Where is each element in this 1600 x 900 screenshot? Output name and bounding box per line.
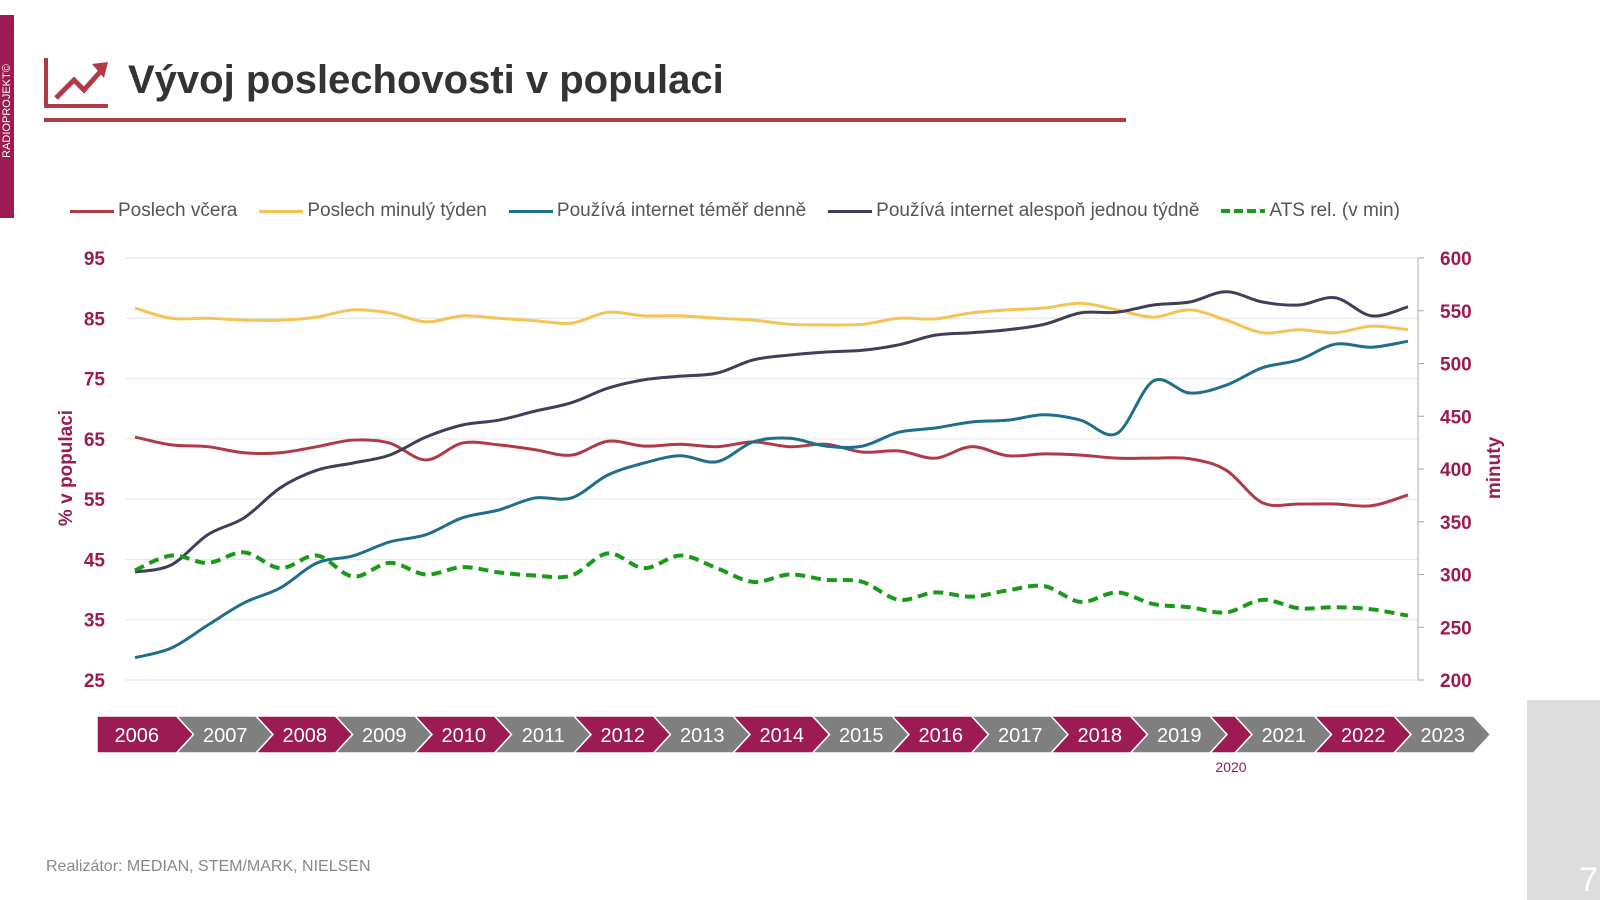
y-tick-label: 65: [84, 430, 106, 451]
legend-item: ATS rel. (v min): [1221, 200, 1400, 222]
brand-bar: RADIOPROJEKT©: [0, 15, 14, 218]
series-line-2: [134, 339, 1409, 660]
timeline-label: 2009: [362, 725, 407, 747]
series-line-1: [134, 301, 1409, 335]
legend-swatch: [508, 209, 553, 213]
y-tick-label: 25: [84, 671, 106, 692]
series-line-4: [134, 550, 1409, 618]
timeline-label: 2014: [760, 725, 805, 747]
series-line-0: [134, 435, 1409, 508]
y-axis-label: % v populaci: [56, 410, 77, 526]
trend-chart-icon: [44, 58, 108, 108]
legend-label: ATS rel. (v min): [1269, 200, 1400, 221]
timeline-label: 2021: [1262, 725, 1307, 747]
legend-label: Používá internet téměř denně: [556, 200, 807, 221]
y2-axis-label: minuty: [1484, 436, 1505, 499]
timeline-label: 2016: [919, 725, 964, 747]
y2-tick-label: 200: [1440, 671, 1472, 692]
legend-label: Poslech včera: [118, 200, 238, 221]
legend-swatch: [70, 209, 114, 213]
title-divider: [44, 118, 1126, 122]
y2-tick-label: 450: [1440, 407, 1472, 428]
y2-tick-label: 300: [1440, 566, 1472, 587]
legend-item: Poslech včera: [70, 200, 237, 222]
y-tick-label: 35: [84, 611, 106, 632]
y2-tick-label: 350: [1440, 513, 1472, 534]
source-note: Realizátor: MEDIAN, STEM/MARK, NIELSEN: [46, 858, 371, 875]
timeline-label: 2006: [115, 725, 160, 747]
timeline-label: 2015: [839, 725, 884, 747]
page-number-box: 7: [1527, 700, 1600, 900]
timeline-label: 2018: [1078, 725, 1123, 747]
y-tick-label: 85: [84, 309, 106, 330]
timeline-label: 2010: [442, 725, 487, 747]
page-number: 7: [1579, 861, 1598, 899]
timeline-label: 2019: [1157, 725, 1202, 747]
timeline-label: 2012: [601, 725, 646, 747]
timeline-year-2023: [1392, 715, 1492, 754]
timeline-label: 2008: [283, 725, 328, 747]
timeline-label: 2007: [203, 725, 248, 747]
legend: Poslech včera Poslech minulý týden Používá…: [70, 200, 1400, 222]
timeline-label: 2013: [680, 725, 725, 747]
timeline-label: 2020: [1215, 759, 1246, 775]
series-line-3: [134, 290, 1409, 574]
timeline-label: 2017: [998, 725, 1043, 747]
legend-swatch: [828, 209, 873, 213]
legend-item: Používá internet alespoň jednou týdně: [828, 200, 1199, 222]
legend-label: Poslech minulý týden: [307, 200, 487, 221]
y-tick-label: 55: [84, 490, 106, 511]
y2-tick-label: 250: [1440, 618, 1472, 639]
timeline-label: 2011: [522, 725, 565, 747]
y2-tick-label: 550: [1440, 302, 1472, 323]
legend-label: Používá internet alespoň jednou týdně: [876, 200, 1200, 221]
legend-item: Poslech minulý týden: [259, 200, 487, 222]
y-tick-label: 75: [84, 370, 106, 391]
legend-item: Používá internet téměř denně: [508, 200, 807, 222]
page-title: Vývoj poslechovosti v populaci: [128, 58, 724, 102]
y-tick-label: 95: [84, 249, 106, 270]
y2-tick-label: 500: [1440, 355, 1472, 376]
y2-tick-label: 400: [1440, 460, 1472, 481]
y2-tick-label: 600: [1440, 249, 1472, 270]
legend-swatch: [259, 209, 304, 213]
timeline-label: 2022: [1341, 725, 1386, 747]
legend-swatch: [1221, 209, 1266, 213]
timeline-label: 2023: [1421, 725, 1466, 747]
y-tick-label: 45: [84, 550, 106, 571]
